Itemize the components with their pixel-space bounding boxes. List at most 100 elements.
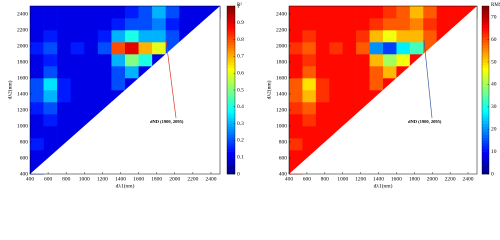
heatmap-cell xyxy=(289,66,303,79)
heatmap-cell xyxy=(165,6,180,19)
colorbar-step xyxy=(227,151,235,155)
heatmap-cell xyxy=(315,102,330,115)
heatmap-cell xyxy=(315,30,330,43)
colorbar-step xyxy=(227,146,235,150)
heatmap-cell xyxy=(111,30,126,43)
x-tick-label: 1200 xyxy=(97,176,108,182)
heatmap-cell xyxy=(125,54,139,67)
heatmap-cell xyxy=(70,54,85,67)
heatmap-cell xyxy=(289,138,303,151)
colorbar-step xyxy=(482,120,489,124)
colorbar-step xyxy=(482,112,489,116)
x-tick-label: 1400 xyxy=(115,176,126,182)
heatmap-cell xyxy=(383,6,397,19)
colorbar-step xyxy=(227,134,235,138)
colorbar-step xyxy=(482,106,489,110)
colorbar-step xyxy=(227,64,235,68)
colorbar-step xyxy=(482,171,489,175)
colorbar-step xyxy=(482,151,489,155)
heatmap-cell xyxy=(57,18,72,31)
x-tick-label: 1600 xyxy=(391,176,402,182)
heatmap-cell xyxy=(57,42,72,55)
x-tick-label: 1800 xyxy=(151,176,162,182)
heatmap-cell xyxy=(302,18,317,31)
heatmap-cell xyxy=(369,6,384,19)
heatmap-cell xyxy=(329,102,344,115)
colorbar-step xyxy=(482,70,489,74)
colorbar-step xyxy=(482,78,489,82)
heatmap-cell xyxy=(369,42,384,55)
colorbar-step xyxy=(227,154,235,158)
y-tick-label: 1400 xyxy=(17,91,28,97)
heatmap-cell xyxy=(383,66,397,79)
heatmap-cell xyxy=(289,30,303,43)
heatmap-cell xyxy=(84,18,99,31)
colorbar-step xyxy=(227,45,235,49)
x-tick-label: 600 xyxy=(44,176,53,182)
heatmap-cell xyxy=(70,102,85,115)
y-tick-label: 2200 xyxy=(276,27,287,33)
colorbar-step xyxy=(482,157,489,161)
colorbar-step xyxy=(482,81,489,85)
x-tick-label: 2400 xyxy=(205,176,216,182)
colorbar-step xyxy=(482,134,489,138)
heatmap-cell xyxy=(396,30,411,43)
colorbar-step xyxy=(482,20,489,24)
colorbar-tick-label: 70 xyxy=(491,14,497,20)
colorbar-step xyxy=(227,84,235,88)
heatmap-cell xyxy=(302,54,317,67)
colorbar-step xyxy=(482,11,489,15)
heatmap-cell xyxy=(302,138,317,151)
colorbar-step xyxy=(227,171,235,175)
colorbar-tick-label: 10 xyxy=(491,149,497,155)
heatmap-cell xyxy=(57,66,72,79)
colorbar-step xyxy=(482,8,489,12)
heatmap-cell xyxy=(315,66,330,79)
heatmap-cell xyxy=(57,102,72,115)
heatmap-cell xyxy=(30,6,44,19)
colorbar-step xyxy=(482,56,489,60)
colorbar-step xyxy=(227,109,235,113)
annotation: dND (1900, 2095) xyxy=(408,119,442,124)
heatmap-cell xyxy=(138,30,153,43)
heatmap-cell xyxy=(30,138,44,151)
x-tick-label: 1000 xyxy=(79,176,90,182)
colorbar-step xyxy=(227,126,235,130)
y-tick-label: 1000 xyxy=(276,123,287,129)
y-tick-label: 2000 xyxy=(276,43,287,49)
y-tick-label: 400 xyxy=(279,171,288,177)
heatmap-cell xyxy=(43,6,58,19)
heatmap-cell xyxy=(383,54,397,67)
colorbar-frame xyxy=(481,5,490,175)
colorbar-tick-label: 50 xyxy=(491,59,497,65)
y-tick-label: 1600 xyxy=(276,75,287,81)
y-tick-label: 1000 xyxy=(17,123,28,129)
heatmap-cell xyxy=(57,126,72,139)
heatmap-cell xyxy=(70,78,85,91)
heatmap-cell xyxy=(30,66,44,79)
x-tick-label: 2200 xyxy=(187,176,198,182)
heatmap-cell xyxy=(329,18,344,31)
colorbar-step xyxy=(227,14,235,18)
y-tick-label: 1400 xyxy=(276,91,287,97)
colorbar-step xyxy=(227,148,235,152)
colorbar-step xyxy=(227,95,235,99)
colorbar-step xyxy=(482,84,489,88)
heatmap-cell xyxy=(97,78,112,91)
colorbar-tick-label: 0 xyxy=(237,171,240,177)
heatmap-cell xyxy=(30,126,44,139)
colorbar-step xyxy=(482,62,489,66)
heatmap-cell xyxy=(43,126,58,139)
heatmap-cell xyxy=(111,78,126,91)
heatmap-cell xyxy=(84,54,99,67)
x-tick-label: 1000 xyxy=(337,176,348,182)
heatmap-cell xyxy=(43,66,58,79)
colorbar-step xyxy=(482,14,489,18)
colorbar-step xyxy=(227,104,235,108)
heatmap-cell xyxy=(97,66,112,79)
heatmap-cell xyxy=(436,18,451,31)
heatmap-cell xyxy=(84,66,99,79)
y-axis-label: dλ2(nm) xyxy=(6,80,13,99)
colorbar-step xyxy=(227,6,235,10)
heatmap-cell xyxy=(57,78,72,91)
